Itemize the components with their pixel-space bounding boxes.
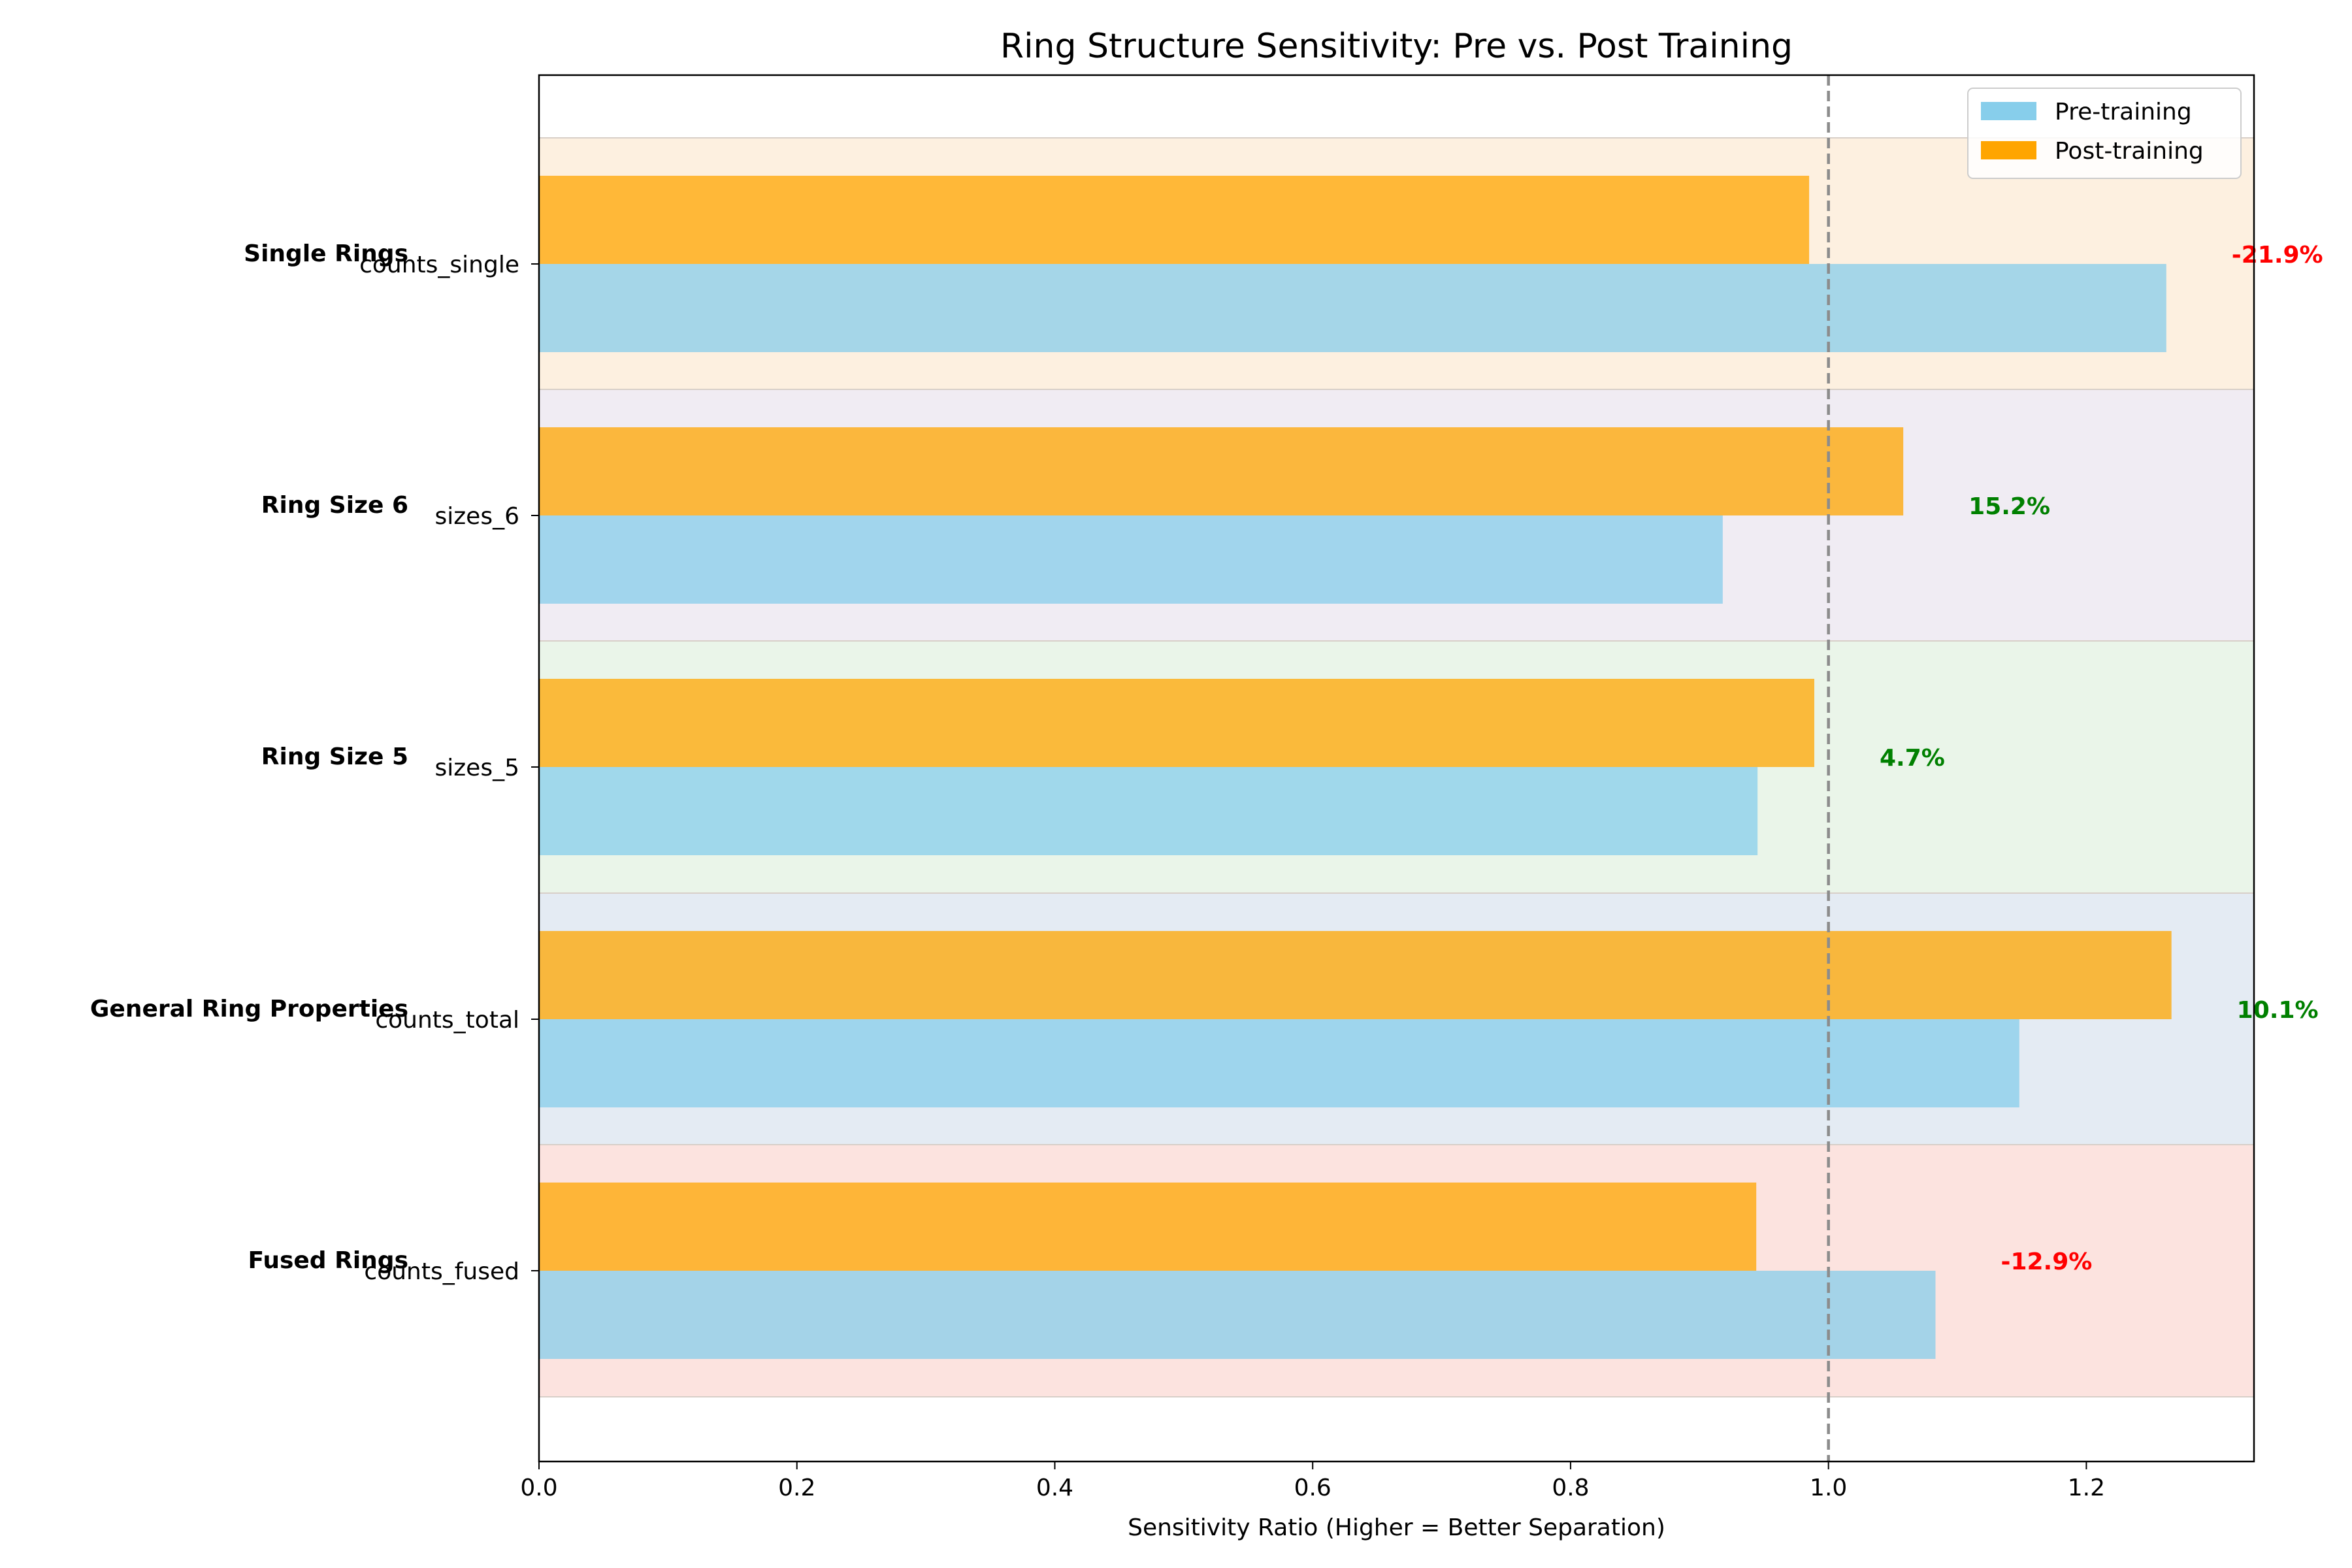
group-label: General Ring Properties — [90, 996, 408, 1022]
plot-frame — [538, 74, 2255, 1463]
x-tick-label: 0.6 — [1294, 1475, 1331, 1501]
change-label: 4.7% — [1880, 745, 1945, 772]
legend-swatch — [1981, 141, 2036, 159]
post-training-bar — [539, 1183, 1757, 1271]
y-tick-label: counts_single — [359, 252, 519, 278]
change-label: 10.1% — [2237, 997, 2319, 1024]
x-tick-label: 1.0 — [1810, 1475, 1847, 1501]
x-axis-label: Sensitivity Ratio (Higher = Better Separ… — [1128, 1514, 1665, 1541]
x-axis: 0.0 0.2 0.4 0.6 0.8 1.0 1.2 — [520, 1462, 2105, 1501]
x-tick-label: 1.2 — [2068, 1475, 2105, 1501]
bars-layer — [539, 176, 2172, 1359]
post-training-bar — [539, 679, 1814, 767]
chart-title: Ring Structure Sensitivity: Pre vs. Post… — [1000, 27, 1793, 66]
group-label: Ring Size 5 — [261, 743, 408, 770]
post-training-bar — [539, 176, 1810, 264]
legend-swatch — [1981, 102, 2036, 120]
pre-training-bar — [539, 515, 1723, 604]
y-tick-label: counts_fused — [364, 1258, 519, 1285]
y-tick-label: counts_total — [375, 1007, 519, 1034]
group-label: Fused Rings — [248, 1247, 408, 1274]
pre-training-bar — [539, 264, 2166, 352]
pre-training-bar — [539, 1271, 1936, 1359]
x-tick-label: 0.4 — [1036, 1475, 1073, 1501]
legend: Pre-training Post-training — [1967, 88, 2242, 179]
change-label: -12.9% — [2001, 1249, 2093, 1275]
pre-training-bar — [539, 767, 1758, 855]
y-tick-label: sizes_6 — [435, 503, 519, 530]
group-label: Ring Size 6 — [261, 492, 408, 519]
x-tick-label: 0.0 — [520, 1475, 557, 1501]
post-training-bar — [539, 931, 2172, 1019]
pre-training-bar — [539, 1019, 2019, 1107]
y-tick-label: sizes_5 — [435, 755, 519, 781]
change-label: -21.9% — [2232, 242, 2323, 269]
post-training-bar — [539, 427, 1904, 515]
x-tick-label: 0.8 — [1552, 1475, 1589, 1501]
x-tick-label: 0.2 — [778, 1475, 815, 1501]
legend-label: Post-training — [2055, 138, 2204, 165]
legend-label: Pre-training — [2055, 99, 2192, 125]
change-label: 15.2% — [1968, 493, 2050, 520]
group-label: Single Rings — [244, 240, 408, 267]
